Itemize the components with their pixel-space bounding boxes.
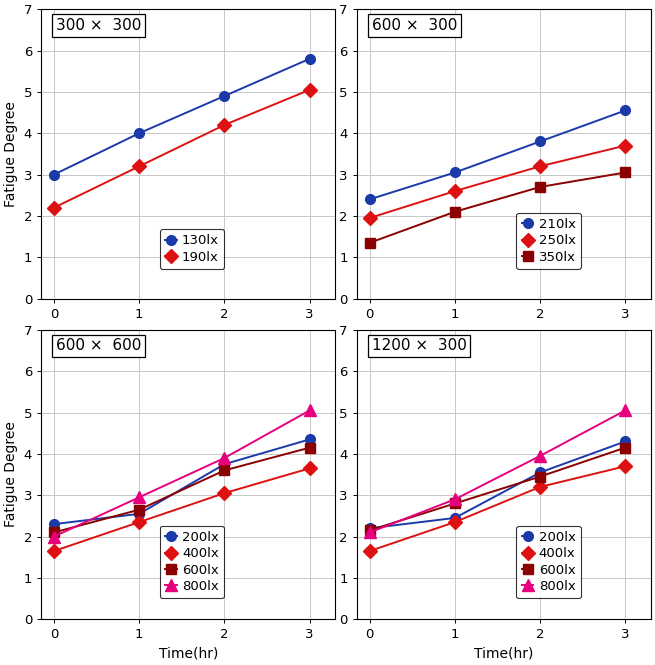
- Text: 1200 ×  300: 1200 × 300: [371, 338, 466, 354]
- 130lx: [221, 92, 229, 100]
- 800lx: [221, 454, 229, 462]
- 600lx: [221, 466, 229, 474]
- 400lx: [622, 462, 629, 470]
- 400lx: [221, 489, 229, 497]
- 130lx: [50, 171, 58, 179]
- X-axis label: Time(hr): Time(hr): [159, 647, 218, 661]
- 800lx: [622, 406, 629, 414]
- Line: 210lx: 210lx: [365, 106, 630, 204]
- X-axis label: Time(hr): Time(hr): [474, 647, 534, 661]
- 350lx: [622, 168, 629, 176]
- Text: 300 ×  300: 300 × 300: [56, 18, 141, 33]
- 200lx: [306, 436, 314, 444]
- 130lx: [136, 129, 143, 137]
- 800lx: [50, 533, 58, 541]
- 400lx: [306, 464, 314, 472]
- 190lx: [50, 203, 58, 211]
- 210lx: [365, 196, 373, 203]
- 200lx: [536, 468, 544, 476]
- Line: 600lx: 600lx: [49, 443, 314, 537]
- 210lx: [451, 168, 458, 176]
- Legend: 200lx, 400lx, 600lx, 800lx: 200lx, 400lx, 600lx, 800lx: [160, 526, 224, 598]
- 250lx: [365, 214, 373, 222]
- Legend: 200lx, 400lx, 600lx, 800lx: 200lx, 400lx, 600lx, 800lx: [516, 526, 581, 598]
- 600lx: [306, 444, 314, 452]
- 800lx: [365, 529, 373, 537]
- Line: 200lx: 200lx: [365, 437, 630, 533]
- 600lx: [136, 505, 143, 513]
- Legend: 130lx, 190lx: 130lx, 190lx: [160, 229, 224, 269]
- 600lx: [451, 499, 458, 507]
- Line: 600lx: 600lx: [365, 443, 630, 535]
- 600lx: [536, 473, 544, 481]
- 800lx: [451, 495, 458, 503]
- Y-axis label: Fatigue Degree: Fatigue Degree: [4, 422, 18, 527]
- Line: 800lx: 800lx: [364, 405, 631, 538]
- Legend: 210lx, 250lx, 350lx: 210lx, 250lx, 350lx: [516, 213, 581, 269]
- Line: 250lx: 250lx: [365, 141, 630, 223]
- 400lx: [136, 518, 143, 526]
- 800lx: [306, 406, 314, 414]
- 200lx: [50, 520, 58, 528]
- 250lx: [622, 142, 629, 150]
- 200lx: [221, 460, 229, 468]
- 400lx: [365, 547, 373, 555]
- 200lx: [622, 438, 629, 446]
- 800lx: [536, 452, 544, 460]
- 400lx: [536, 483, 544, 491]
- 210lx: [622, 106, 629, 114]
- 250lx: [536, 162, 544, 170]
- Line: 400lx: 400lx: [49, 464, 314, 556]
- 190lx: [306, 86, 314, 94]
- 350lx: [536, 183, 544, 191]
- Line: 800lx: 800lx: [48, 405, 315, 542]
- Line: 130lx: 130lx: [49, 54, 314, 180]
- Line: 200lx: 200lx: [49, 434, 314, 529]
- Text: 600 ×  600: 600 × 600: [56, 338, 141, 354]
- 800lx: [136, 493, 143, 501]
- 400lx: [50, 547, 58, 555]
- Line: 190lx: 190lx: [49, 85, 314, 213]
- Line: 350lx: 350lx: [365, 168, 630, 247]
- 190lx: [221, 121, 229, 129]
- Text: 600 ×  300: 600 × 300: [371, 18, 457, 33]
- 600lx: [50, 529, 58, 537]
- 190lx: [136, 162, 143, 170]
- 250lx: [451, 187, 458, 195]
- 600lx: [622, 444, 629, 452]
- Y-axis label: Fatigue Degree: Fatigue Degree: [4, 101, 18, 207]
- 130lx: [306, 55, 314, 63]
- 200lx: [365, 524, 373, 532]
- 350lx: [365, 239, 373, 247]
- 210lx: [536, 138, 544, 146]
- 400lx: [451, 518, 458, 526]
- 200lx: [451, 514, 458, 522]
- 600lx: [365, 527, 373, 535]
- 200lx: [136, 510, 143, 518]
- Line: 400lx: 400lx: [365, 462, 630, 556]
- 350lx: [451, 207, 458, 215]
